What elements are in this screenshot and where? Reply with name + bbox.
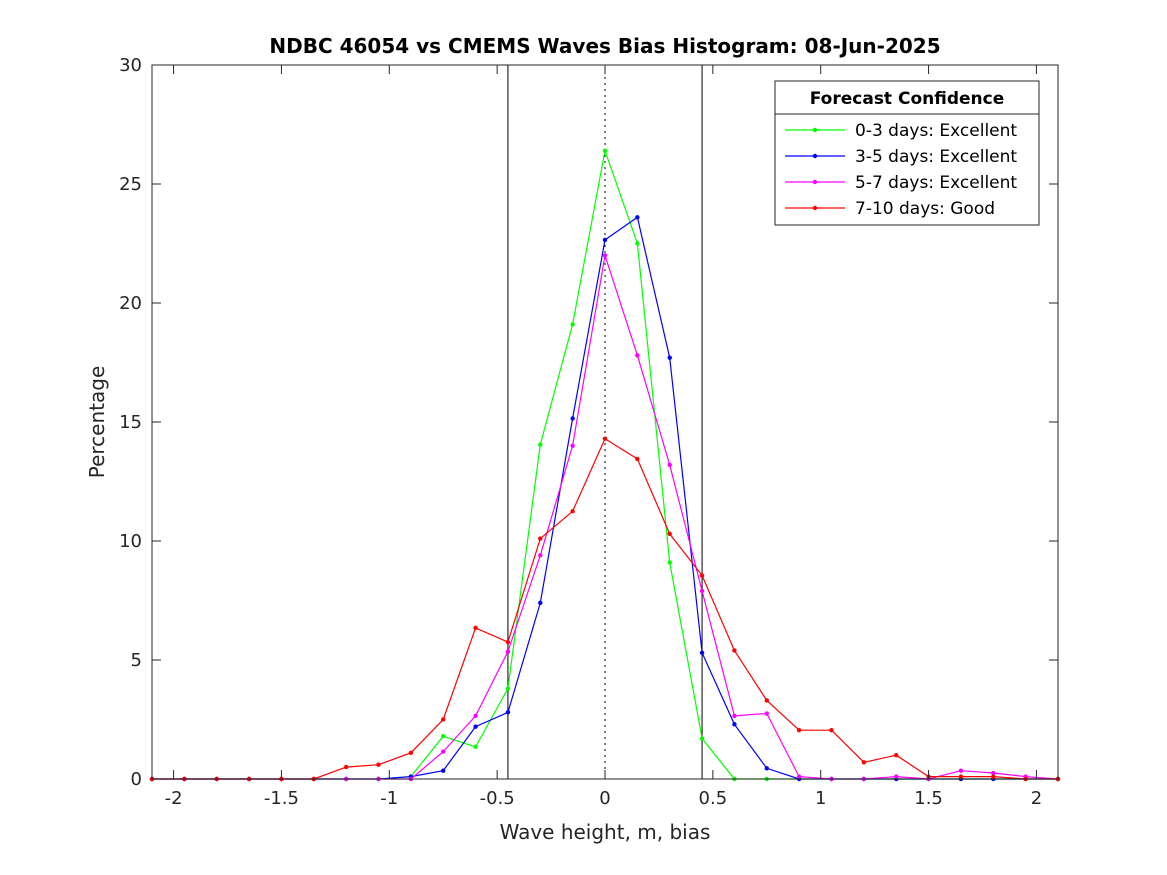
y-axis-label: Percentage: [85, 366, 109, 479]
x-tick-label: -2: [165, 788, 183, 809]
x-tick-label: 0: [599, 788, 610, 809]
legend-box: [774, 80, 1040, 226]
data-point: [991, 774, 996, 779]
data-point: [699, 650, 705, 656]
data-point: [796, 728, 802, 733]
x-axis-label: Wave height, m, bias: [500, 820, 711, 844]
reference-lines: [507, 65, 703, 779]
x-tick-label: -0.5: [480, 788, 515, 809]
data-point: [635, 241, 640, 246]
y-tick-label: 15: [119, 412, 142, 433]
data-point: [991, 770, 996, 776]
legend-entry: 5-7 days: Excellent: [785, 173, 1017, 193]
data-point: [699, 736, 705, 741]
data-point: [473, 713, 478, 719]
legend-title: Forecast Confidence: [810, 89, 1005, 109]
data-point: [732, 713, 737, 719]
data-point: [505, 710, 511, 715]
data-point: [376, 762, 381, 767]
data-point: [505, 649, 511, 654]
data-point: [829, 728, 834, 733]
legend: Forecast Confidence 0-3 days: Excellent 3…: [774, 80, 1040, 226]
data-point: [764, 711, 769, 716]
data-point: [505, 639, 511, 645]
data-point: [635, 456, 640, 462]
x-tick-label: 1.5: [914, 788, 943, 809]
x-tick-label: 0.5: [699, 788, 728, 809]
data-point: [505, 686, 511, 691]
data-point: [958, 768, 964, 773]
legend-entry: 3-5 days: Excellent: [785, 147, 1017, 167]
legend-label: 5-7 days: Excellent: [855, 173, 1017, 193]
data-point: [570, 509, 575, 514]
data-point: [894, 774, 899, 779]
data-point: [441, 768, 446, 773]
data-point: [699, 588, 705, 594]
y-tick-label: 10: [119, 531, 142, 552]
data-point: [602, 436, 608, 441]
y-tick-label: 25: [119, 174, 142, 195]
data-point: [538, 600, 543, 606]
data-point: [667, 355, 672, 360]
data-point: [441, 733, 446, 739]
data-point: [538, 536, 543, 541]
data-point: [667, 462, 672, 468]
y-tick-label: 0: [131, 769, 142, 790]
legend-marker: [812, 127, 818, 133]
data-point: [441, 749, 446, 754]
x-tick-label: 1: [815, 788, 826, 809]
data-point: [570, 443, 575, 448]
data-point: [635, 215, 640, 220]
legend-label: 3-5 days: Excellent: [855, 147, 1017, 167]
legend-label: 0-3 days: Excellent: [855, 121, 1017, 141]
chart-title: NDBC 46054 vs CMEMS Waves Bias Histogram…: [269, 34, 940, 58]
legend-entry: 7-10 days: Good: [785, 199, 995, 219]
data-point: [570, 416, 575, 421]
data-point: [408, 750, 414, 756]
legend-entries: 0-3 days: Excellent 3-5 days: Excellent 5-…: [785, 121, 1017, 219]
data-point: [441, 717, 446, 722]
y-tick-label: 20: [119, 293, 142, 314]
axis-ticks: [152, 64, 1058, 780]
data-point: [538, 553, 543, 558]
legend-marker: [812, 153, 818, 159]
legend-entry: 0-3 days: Excellent: [785, 121, 1017, 141]
data-point: [473, 744, 478, 750]
legend-label: 7-10 days: Good: [855, 199, 995, 219]
legend-marker: [812, 205, 818, 211]
data-point: [570, 322, 575, 327]
data-point: [894, 753, 899, 758]
data-point: [699, 573, 705, 578]
data-point: [667, 531, 672, 537]
x-tick-label: -1: [380, 788, 398, 809]
data-point: [343, 764, 349, 770]
data-point: [635, 353, 640, 358]
legend-marker: [812, 179, 818, 185]
x-tick-label: -1.5: [264, 788, 299, 809]
x-tick-label: 2: [1031, 788, 1042, 809]
data-point: [764, 766, 769, 771]
y-tick-label: 30: [119, 55, 142, 76]
data-point: [602, 148, 608, 153]
data-point: [473, 724, 478, 729]
data-point: [602, 253, 608, 258]
data-point: [473, 625, 478, 631]
data-point: [732, 648, 737, 653]
data-point: [764, 698, 769, 703]
data-point: [796, 774, 802, 779]
data-point: [538, 442, 543, 447]
data-point: [861, 760, 867, 765]
data-point: [667, 560, 672, 565]
data-point: [958, 774, 964, 779]
data-point: [602, 237, 608, 243]
y-tick-label: 5: [131, 650, 142, 671]
data-point: [732, 722, 737, 727]
